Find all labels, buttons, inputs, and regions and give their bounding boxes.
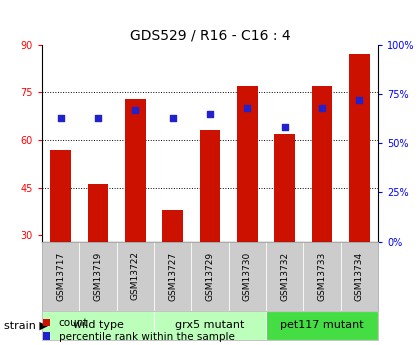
Bar xyxy=(200,130,220,242)
Point xyxy=(319,105,326,110)
Title: GDS529 / R16 - C16 : 4: GDS529 / R16 - C16 : 4 xyxy=(130,28,290,42)
Point xyxy=(169,115,176,120)
Point xyxy=(57,115,64,120)
Text: GSM13733: GSM13733 xyxy=(318,252,326,300)
Point xyxy=(356,97,363,103)
Text: GSM13722: GSM13722 xyxy=(131,252,140,300)
Point xyxy=(207,111,213,116)
Bar xyxy=(274,134,295,242)
Point xyxy=(244,105,251,110)
Bar xyxy=(237,86,257,241)
Point xyxy=(132,107,139,112)
Text: GSM13719: GSM13719 xyxy=(94,252,102,300)
Text: GSM13717: GSM13717 xyxy=(56,252,65,300)
Legend: count, percentile rank within the sample: count, percentile rank within the sample xyxy=(43,318,234,342)
Text: pet117 mutant: pet117 mutant xyxy=(280,320,364,330)
Point xyxy=(94,115,101,120)
Text: GSM13732: GSM13732 xyxy=(280,252,289,300)
Bar xyxy=(88,185,108,242)
Bar xyxy=(312,86,332,241)
Bar xyxy=(163,210,183,241)
Bar xyxy=(50,149,71,241)
Text: GSM13727: GSM13727 xyxy=(168,252,177,300)
Text: GSM13734: GSM13734 xyxy=(355,252,364,300)
Bar xyxy=(125,99,146,241)
Text: GSM13730: GSM13730 xyxy=(243,252,252,300)
Bar xyxy=(349,55,370,241)
Text: strain ▶: strain ▶ xyxy=(4,320,48,330)
Text: grx5 mutant: grx5 mutant xyxy=(175,320,245,330)
Point xyxy=(281,125,288,130)
Text: wild type: wild type xyxy=(73,320,123,330)
Text: GSM13729: GSM13729 xyxy=(205,252,215,300)
